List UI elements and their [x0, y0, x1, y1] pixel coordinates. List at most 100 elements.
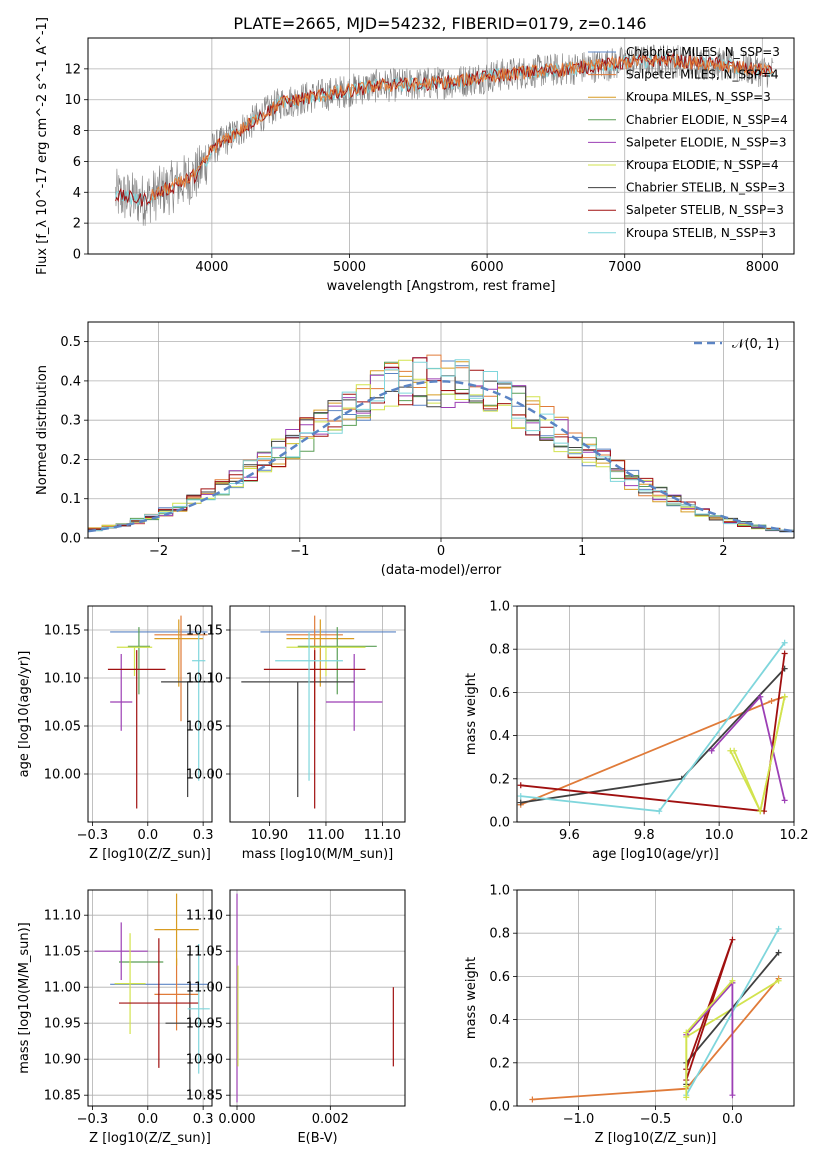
x-tick-label: 2	[719, 544, 727, 559]
panel-age_vs_Z: −0.3 0.0 0.3 10.00 10.05 10.10 10.15 Z [log10(Z…	[17, 605, 213, 862]
weight-marker	[683, 1029, 690, 1036]
weight-marker	[757, 693, 764, 700]
residual-histogram	[88, 357, 794, 531]
x-tick-label: 9.6	[559, 828, 580, 843]
y-tick-label: 10.15	[186, 624, 223, 639]
legend-label: Kroupa MILES, N_SSP=3	[626, 90, 771, 104]
x-axis-label: (data-model)/error	[381, 563, 502, 578]
weight-marker	[781, 693, 788, 700]
y-axis-label: mass weight	[464, 673, 479, 755]
panel-mass_vs_EBV: 0.000 0.002 10.85 10.90 10.95 11.00 11.05 11.10…	[186, 889, 406, 1146]
legend-label: 𝒩(0, 1)	[732, 337, 779, 352]
residual-histogram	[88, 359, 794, 532]
y-tick-label: 0.4	[489, 729, 510, 744]
x-tick-label: 8000	[746, 260, 779, 275]
weight-marker	[781, 797, 788, 804]
y-tick-label: 12	[64, 62, 81, 77]
panel-spectrum: 4000 5000 6000 7000 8000 0 2 4 6 8 10 12 wavelength …	[35, 17, 795, 294]
weight-marker	[757, 808, 764, 815]
axes-frame	[516, 889, 795, 1107]
x-axis-label: wavelength [Angstrom, rest frame]	[327, 279, 556, 294]
y-axis-label: Flux [f_λ 10^-17 erg cm^-2 s^-1 A^-1]	[35, 17, 50, 275]
axes-frame	[229, 889, 406, 1107]
normal-curve	[88, 380, 794, 533]
x-tick-label: 10.0	[705, 828, 734, 843]
y-axis-label: Normed distribution	[35, 365, 50, 495]
y-tick-label: 2	[73, 217, 81, 232]
y-tick-label: 10.95	[186, 1017, 223, 1032]
legend-label: Salpeter ELODIE, N_SSP=3	[626, 135, 787, 149]
y-tick-label: 10.10	[44, 672, 81, 687]
x-axis-label: Z [log10(Z/Z_sun)]	[89, 847, 211, 862]
weight-line	[685, 980, 734, 1096]
legend-label: Chabrier STELIB, N_SSP=3	[626, 181, 785, 195]
plot-area	[88, 606, 212, 822]
y-tick-label: 0.8	[489, 643, 510, 658]
x-axis-label: mass [log10(M/M_sun)]	[242, 847, 394, 862]
x-tick-label: 5000	[333, 260, 366, 275]
weight-marker	[775, 925, 782, 932]
legend-label: Kroupa STELIB, N_SSP=3	[626, 226, 776, 240]
legend-label: Chabrier ELODIE, N_SSP=4	[626, 113, 788, 127]
y-tick-label: 1.0	[489, 884, 510, 899]
axes-frame	[87, 605, 213, 823]
y-tick-label: 0.2	[489, 772, 510, 787]
x-axis-label: Z [log10(Z/Z_sun)]	[89, 1131, 211, 1146]
y-tick-label: 10	[64, 93, 81, 108]
weight-marker	[781, 639, 788, 646]
y-tick-label: 11.00	[44, 981, 81, 996]
y-tick-label: 10.85	[44, 1089, 81, 1104]
legend-label: Chabrier MILES, N_SSP=3	[626, 45, 780, 59]
plot-area	[230, 606, 405, 822]
x-tick-label: 0.3	[193, 1112, 214, 1127]
plot-area	[230, 890, 405, 1106]
x-tick-label: 11.00	[307, 828, 344, 843]
weight-marker	[656, 808, 663, 815]
y-tick-label: 10.05	[44, 720, 81, 735]
y-tick-label: 11.10	[186, 909, 223, 924]
weight-marker	[517, 793, 524, 800]
y-tick-label: 10.15	[44, 624, 81, 639]
axes-frame	[87, 37, 795, 255]
x-tick-label: 6000	[471, 260, 504, 275]
x-tick-label: 0.0	[137, 1112, 158, 1127]
y-axis-label: mass [log10(M/M_sun)]	[17, 922, 32, 1074]
axes-frame	[229, 605, 406, 823]
weight-marker	[781, 650, 788, 657]
y-tick-label: 0.2	[489, 1056, 510, 1071]
x-tick-label: 0.0	[722, 1112, 743, 1127]
y-axis-label: age [log10(age/yr)]	[17, 651, 32, 778]
x-axis-label: age [log10(age/yr)]	[592, 847, 719, 862]
weight-marker	[729, 1092, 736, 1099]
y-tick-label: 0.2	[60, 453, 81, 468]
model-spectrum	[149, 53, 774, 201]
y-tick-label: 0.0	[489, 816, 510, 831]
x-tick-label: 10.2	[780, 828, 809, 843]
panel-residuals: −2 −1 0 1 2 0.0 0.1 0.2 0.3 0.4 0.5 (data-model)/er…	[35, 321, 795, 578]
y-tick-label: 0.8	[489, 927, 510, 942]
axes-frame	[516, 605, 795, 823]
weight-marker	[775, 977, 782, 984]
figure-title: PLATE=2665, MJD=54232, FIBERID=0179, z=0…	[233, 14, 646, 33]
weight-marker	[708, 747, 715, 754]
x-tick-label: −0.3	[77, 828, 109, 843]
weight-marker	[731, 747, 738, 754]
x-axis-label: Z [log10(Z/Z_sun)]	[595, 1131, 717, 1146]
panel-weight_vs_age: 9.6 9.8 10.0 10.2 0.0 0.2 0.4 0.6 0.8 1.0 age [log…	[464, 600, 808, 863]
x-axis-label: E(B-V)	[297, 1131, 337, 1146]
panel-age_vs_mass: 10.90 11.00 11.10 10.00 10.05 10.10 10.15 mass …	[186, 605, 406, 862]
axes-frame	[87, 889, 213, 1107]
y-tick-label: 0	[73, 248, 81, 263]
y-tick-label: 0.3	[60, 414, 81, 429]
panel-weight_vs_Z: −1.0 −0.5 0.0 0.0 0.2 0.4 0.6 0.8 1.0 Z [log10(Z/…	[464, 884, 795, 1146]
y-tick-label: 11.05	[44, 945, 81, 960]
y-tick-label: 6	[73, 155, 81, 170]
x-tick-label: 9.8	[634, 828, 655, 843]
y-tick-label: 0.5	[60, 335, 81, 350]
y-tick-label: 10.10	[186, 672, 223, 687]
y-tick-label: 10.05	[186, 720, 223, 735]
x-tick-label: 0.002	[312, 1112, 349, 1127]
plot-area	[517, 606, 794, 822]
y-tick-label: 1.0	[489, 600, 510, 615]
